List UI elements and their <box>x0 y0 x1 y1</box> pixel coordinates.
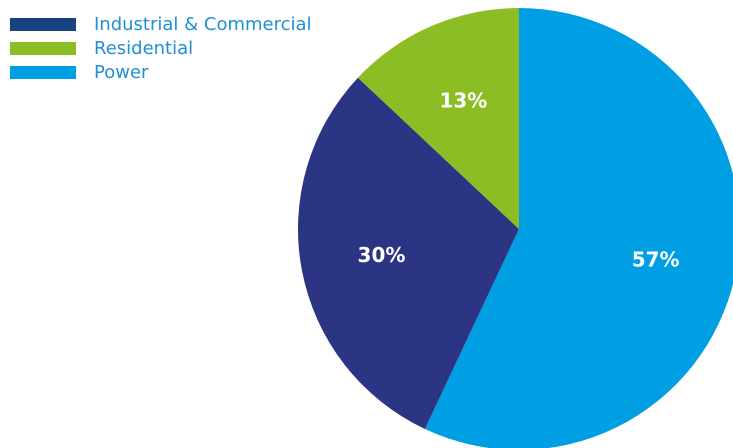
legend-swatch-residential <box>10 41 76 55</box>
pie-label-industrial-commercial: 30% <box>358 243 406 267</box>
legend-item-power: Power <box>10 60 312 84</box>
legend-label-industrial-commercial: Industrial & Commercial <box>94 13 312 35</box>
pie-slice-residential <box>357 8 519 229</box>
pie-label-residential: 13% <box>439 89 487 113</box>
legend: Industrial & Commercial Residential Powe… <box>10 12 312 84</box>
legend-item-residential: Residential <box>10 36 312 60</box>
pie-slice-power <box>424 8 733 448</box>
pie-slice-industrial-commercial <box>298 77 519 429</box>
legend-swatch-industrial-commercial <box>10 17 76 31</box>
pie-label-power: 57% <box>632 248 680 272</box>
legend-item-industrial-commercial: Industrial & Commercial <box>10 12 312 36</box>
legend-swatch-power <box>10 65 76 79</box>
legend-label-power: Power <box>94 61 149 83</box>
legend-label-residential: Residential <box>94 37 194 59</box>
pie-slice-labels: 57% 30% 13% <box>358 89 680 272</box>
pie-slices <box>298 8 733 448</box>
